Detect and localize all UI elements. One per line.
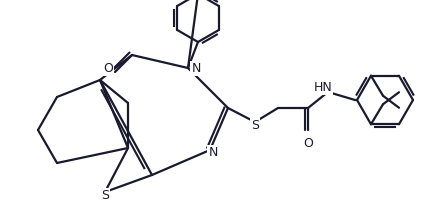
Text: N: N [191, 62, 201, 75]
Text: S: S [101, 189, 109, 202]
Text: S: S [251, 119, 259, 132]
Text: HN: HN [314, 81, 333, 94]
Text: N: N [208, 145, 218, 158]
Text: O: O [303, 136, 313, 150]
Text: O: O [103, 62, 113, 75]
